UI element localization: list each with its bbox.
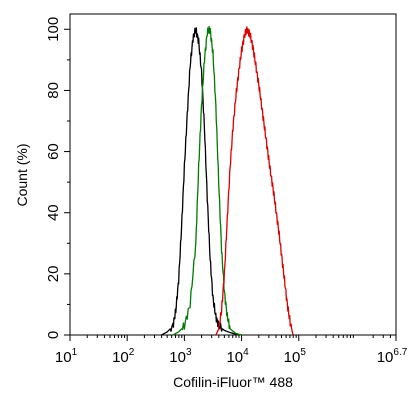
- y-tick-label: 0: [45, 331, 62, 339]
- x-tick-label: 104: [226, 347, 249, 366]
- x-tick-base: 10: [169, 349, 186, 366]
- x-tick-exponent: 4: [243, 347, 249, 358]
- y-tick-label: 20: [45, 266, 62, 283]
- x-tick-exponent: 2: [129, 347, 135, 358]
- x-axis-ticks: 101 102 103 104 105 106.7: [55, 335, 408, 366]
- x-tick-exponent: 6.7: [393, 347, 407, 358]
- y-tick-label: 100: [45, 17, 62, 42]
- x-tick-exponent: 1: [72, 347, 78, 358]
- x-tick-base: 10: [226, 349, 243, 366]
- y-axis-ticks: 0 20 40 60 80 100: [45, 17, 70, 339]
- x-tick-label: 102: [112, 347, 135, 366]
- series-group: [161, 25, 294, 336]
- y-tick-label: 80: [45, 82, 62, 99]
- x-tick-base: 10: [377, 349, 394, 366]
- x-tick-exponent: 5: [300, 347, 306, 358]
- series-line-2: [172, 25, 242, 336]
- x-tick-base: 10: [112, 349, 129, 366]
- x-tick-base: 10: [284, 349, 301, 366]
- x-tick-label: 105: [284, 347, 307, 366]
- y-axis-title: Count (%): [14, 143, 30, 206]
- x-tick-base: 10: [55, 349, 72, 366]
- series-line-3: [215, 26, 294, 336]
- x-tick-label: 106.7: [377, 347, 408, 366]
- y-tick-label: 40: [45, 204, 62, 221]
- x-axis-title: Cofilin-iFluor™ 488: [173, 374, 293, 390]
- x-minor-ticks: [86, 335, 397, 338]
- x-tick-label: 101: [55, 347, 78, 366]
- y-tick-label: 60: [45, 143, 62, 160]
- x-tick-label: 103: [169, 347, 192, 366]
- x-tick-exponent: 3: [186, 347, 192, 358]
- plot-frame: [69, 13, 397, 336]
